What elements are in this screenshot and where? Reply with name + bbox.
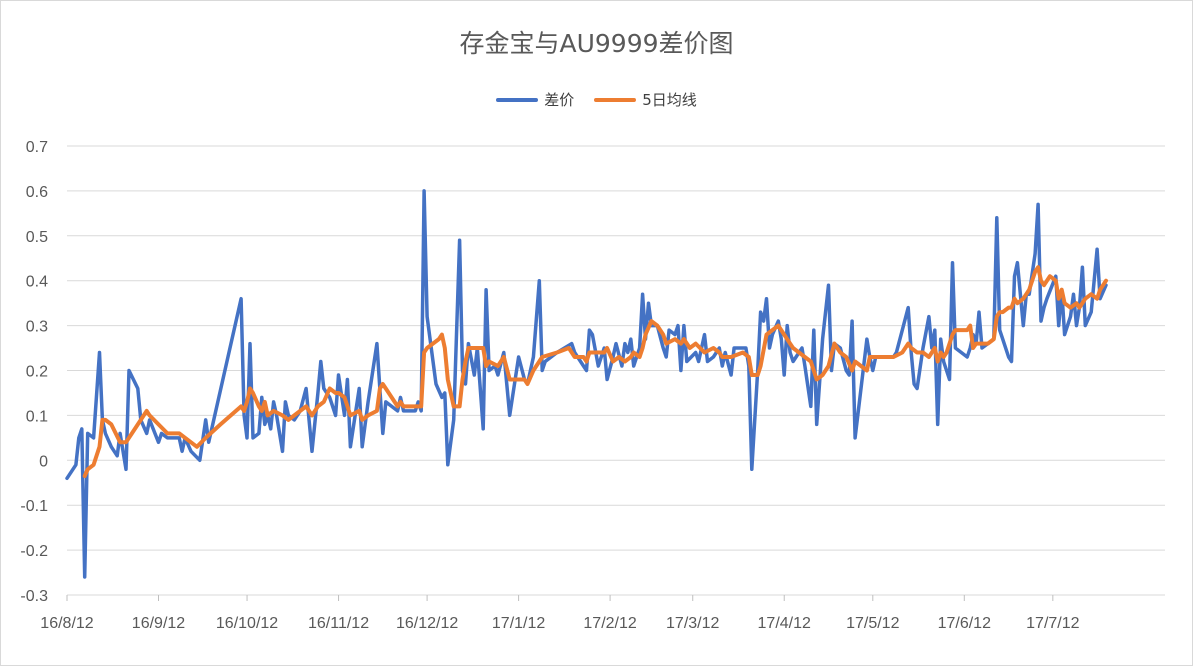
x-tick-label: 17/1/12 — [492, 615, 545, 632]
x-tick-label: 17/6/12 — [938, 615, 991, 632]
x-tick-label: 17/7/12 — [1026, 615, 1079, 632]
series-layer — [65, 189, 1108, 579]
chart-legend: 差价 5日均线 — [0, 89, 1193, 110]
series-line-spread — [65, 189, 1108, 579]
x-tick-label: 17/3/12 — [666, 615, 719, 632]
x-tick-label: 17/5/12 — [846, 615, 899, 632]
y-tick-label: 0.1 — [26, 408, 48, 425]
y-tick-label: 0.2 — [26, 364, 48, 381]
legend-item-ma5: 5日均线 — [594, 89, 697, 110]
legend-swatch-ma5 — [594, 97, 637, 102]
chart-title: 存金宝与AU9999差价图 — [459, 29, 734, 58]
y-tick-label: -0.2 — [20, 543, 48, 560]
y-tick-label: 0.5 — [26, 229, 48, 246]
x-tick-label: 17/2/12 — [583, 615, 636, 632]
y-axis: 0.7 0.6 0.5 0.4 0.3 0.2 0.1 0 -0.1 -0.2 -0.3 — [20, 139, 48, 605]
gridlines — [67, 145, 1165, 596]
x-tick-label: 16/12/12 — [396, 615, 458, 632]
legend-label-ma5: 5日均线 — [642, 91, 697, 109]
y-tick-label: 0 — [39, 453, 48, 470]
y-tick-label: 0.3 — [26, 319, 48, 336]
y-tick-label: -0.1 — [20, 498, 48, 515]
x-tick-label: 17/4/12 — [758, 615, 811, 632]
y-tick-label: 0.6 — [26, 184, 48, 201]
x-axis: 16/8/12 16/9/12 16/10/12 16/11/12 16/12/12 17… — [40, 595, 1080, 632]
legend-item-spread: 差价 — [496, 89, 574, 110]
x-tick-label: 16/10/12 — [216, 615, 278, 632]
series-line-ma5 — [82, 265, 1108, 478]
legend-swatch-spread — [496, 97, 539, 102]
x-tick-label: 16/11/12 — [308, 615, 369, 632]
legend-label-spread: 差价 — [544, 91, 575, 109]
x-tick-label: 16/9/12 — [132, 615, 185, 632]
x-tick-label: 16/8/12 — [40, 615, 93, 632]
y-tick-label: 0.4 — [26, 274, 48, 291]
y-tick-label: 0.7 — [26, 139, 48, 156]
y-tick-label: -0.3 — [20, 588, 48, 605]
